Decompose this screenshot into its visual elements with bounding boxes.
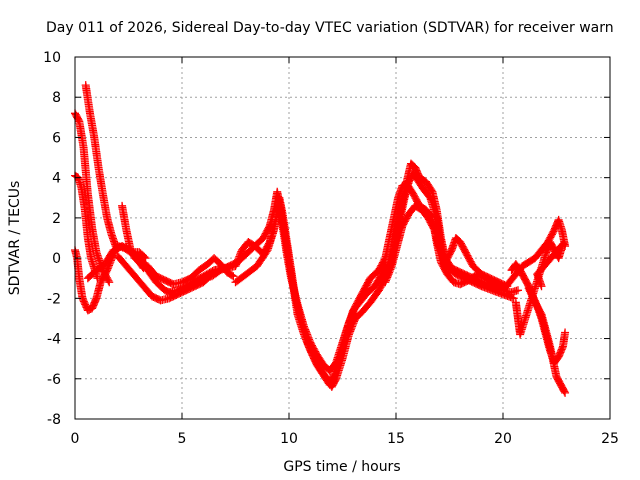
y-tick-label: 0 (52, 251, 61, 267)
y-tick-label: 4 (52, 171, 61, 187)
x-tick-label: 20 (494, 431, 512, 447)
series-1 (81, 81, 120, 251)
data-point (509, 294, 518, 303)
data-point (105, 278, 114, 287)
y-tick-label: 6 (52, 130, 61, 146)
data-point (561, 388, 570, 397)
data-point (228, 271, 237, 280)
data-point (560, 387, 569, 396)
y-tick-label: 2 (52, 211, 61, 227)
x-tick-label: 5 (178, 431, 187, 447)
data-points (71, 81, 570, 397)
y-tick-label: -2 (47, 291, 61, 307)
series-15 (511, 238, 567, 339)
plot-frame (74, 56, 611, 420)
data-point (513, 286, 522, 295)
y-tick-labels: -8 -6 -4 -2 0 2 4 6 8 10 (43, 50, 61, 428)
axis-ticks (74, 56, 611, 420)
y-tick-label: 10 (43, 50, 61, 66)
series-7 (135, 254, 238, 289)
chart-title: Day 011 of 2026, Sidereal Day-to-day VTE… (46, 20, 614, 36)
grid-lines (75, 57, 610, 419)
y-tick-label: -6 (47, 372, 61, 388)
x-tick-label: 10 (280, 431, 298, 447)
y-tick-label: -4 (47, 332, 61, 348)
data-point (537, 282, 546, 291)
data-point (104, 276, 113, 285)
y-tick-label: -8 (47, 412, 61, 428)
data-point (229, 272, 238, 281)
x-tick-label: 15 (387, 431, 405, 447)
x-tick-label: 0 (71, 431, 80, 447)
series-11 (381, 201, 512, 291)
y-axis-label: SDTVAR / TECUs (7, 181, 23, 296)
y-tick-label: 8 (52, 90, 61, 106)
data-point (561, 328, 570, 337)
x-axis-label: GPS time / hours (283, 459, 400, 475)
x-tick-labels: 0 5 10 15 20 25 (71, 431, 619, 447)
x-tick-label: 25 (601, 431, 619, 447)
